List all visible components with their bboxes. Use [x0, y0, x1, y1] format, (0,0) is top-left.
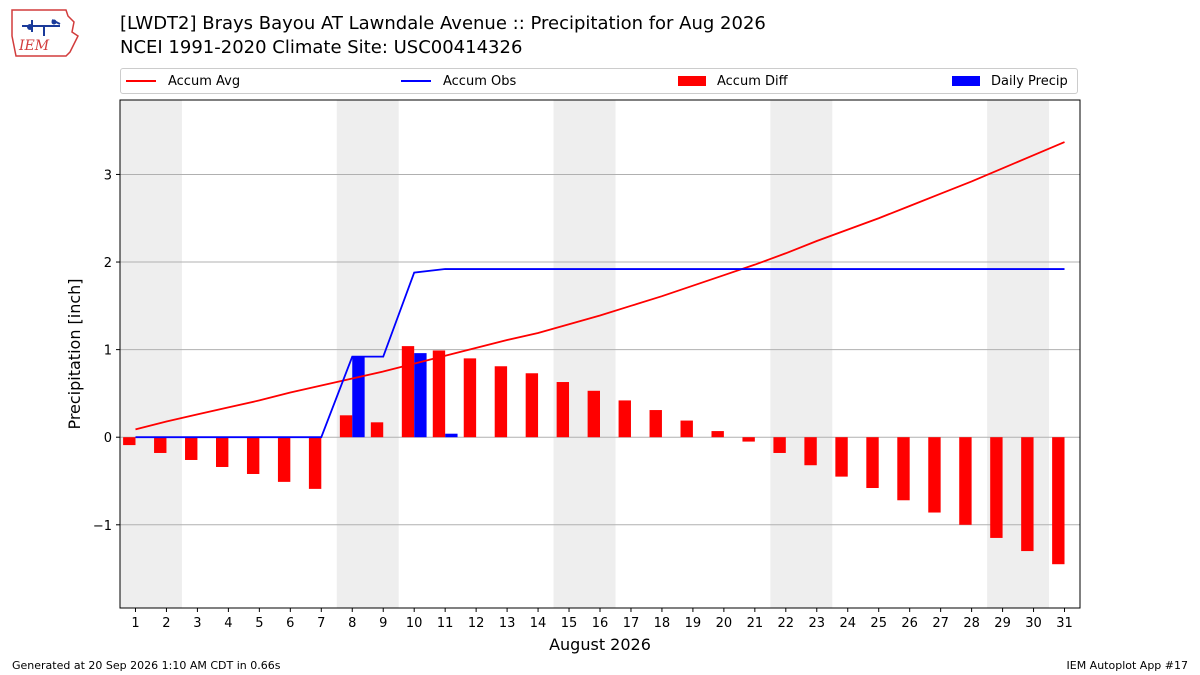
y-tick-label: 2: [104, 256, 112, 271]
x-tick-label: 18: [654, 616, 671, 631]
legend-label: Accum Diff: [717, 73, 788, 89]
accum-diff-bar: [185, 437, 198, 460]
chart-subtitle: NCEI 1991-2020 Climate Site: USC00414326: [120, 37, 523, 58]
accum-diff-bar: [339, 415, 353, 438]
legend-item-accum-avg: Accum Avg: [126, 69, 240, 93]
accum-diff-bar: [463, 358, 477, 438]
legend-swatch: [952, 76, 980, 86]
x-tick-label: 2: [162, 616, 170, 631]
x-tick-label: 21: [747, 616, 764, 631]
x-tick-label: 11: [437, 616, 454, 631]
x-tick-label: 1: [131, 616, 139, 631]
accum-diff-bar: [649, 410, 662, 438]
x-tick-label: 29: [994, 616, 1011, 631]
accum-obs-line: [135, 268, 1065, 439]
y-tick-label: 3: [104, 168, 112, 183]
accum-diff-bar: [370, 422, 384, 438]
accum-diff-bar: [990, 437, 1003, 538]
accum-diff-bar: [556, 382, 570, 438]
accum-diff-bar: [928, 437, 941, 513]
accum-diff-bar: [773, 437, 786, 453]
accum-diff-bar: [216, 437, 229, 467]
x-tick-label: 31: [1056, 616, 1073, 631]
x-tick-label: 14: [530, 616, 547, 631]
legend-label: Accum Obs: [443, 73, 517, 89]
accum-diff-bar: [246, 437, 260, 474]
x-tick-label: 30: [1025, 616, 1042, 631]
accum-diff-bar: [835, 437, 848, 477]
accum-diff-bar: [742, 437, 755, 442]
y-tick-label: −1: [93, 519, 112, 534]
accum-diff-bar: [680, 420, 693, 438]
x-tick-label: 27: [932, 616, 949, 631]
y-axis-label: Precipitation [inch]: [65, 278, 84, 429]
daily-precip-bar: [445, 433, 458, 438]
weekend-band: [770, 100, 833, 608]
legend-swatch: [126, 80, 156, 82]
legend-swatch: [401, 80, 431, 82]
accum-diff-bar: [959, 437, 972, 525]
weekend-band: [120, 100, 182, 608]
x-tick-label: 15: [561, 616, 578, 631]
x-tick-label: 28: [963, 616, 980, 631]
accum-diff-bar: [618, 400, 631, 438]
x-tick-label: 20: [716, 616, 733, 631]
daily-precip-bar: [414, 353, 427, 438]
x-tick-label: 24: [839, 616, 856, 631]
x-tick-label: 16: [592, 616, 609, 631]
x-tick-label: 8: [348, 616, 356, 631]
x-tick-label: 3: [193, 616, 201, 631]
legend-item-daily-precip: Daily Precip: [952, 69, 1068, 93]
x-tick-label: 13: [499, 616, 516, 631]
accum-diff-bar: [711, 431, 724, 438]
accum-diff-bar: [897, 437, 910, 501]
accum-diff-bar: [432, 350, 446, 438]
accum-diff-bar: [525, 373, 539, 438]
accum-diff-bar: [1021, 437, 1034, 552]
chart-legend: Accum Avg Accum Obs Accum Diff Daily Pre…: [120, 68, 1078, 94]
accum-diff-bar: [308, 437, 322, 489]
accum-diff-bar: [494, 366, 508, 438]
x-tick-label: 19: [685, 616, 702, 631]
x-tick-label: 25: [870, 616, 887, 631]
weekend-band: [553, 100, 616, 608]
accum-diff-bar: [1052, 437, 1065, 565]
x-tick-label: 10: [406, 616, 423, 631]
x-tick-label: 22: [778, 616, 795, 631]
accum-diff-bar: [866, 437, 879, 489]
legend-label: Accum Avg: [168, 73, 241, 89]
legend-item-accum-diff: Accum Diff: [678, 69, 788, 93]
accum-diff-bar: [277, 437, 291, 482]
daily-precip-bar: [352, 356, 365, 438]
x-tick-label: 17: [623, 616, 640, 631]
x-tick-label: 12: [468, 616, 485, 631]
logo-text: IEM: [18, 38, 50, 54]
x-tick-label: 6: [286, 616, 294, 631]
accum-avg-line: [135, 141, 1065, 431]
x-tick-label: 5: [255, 616, 263, 631]
generated-timestamp: Generated at 20 Sep 2026 1:10 AM CDT in …: [12, 659, 281, 672]
legend-label: Daily Precip: [991, 73, 1068, 89]
accum-diff-bar: [123, 437, 136, 446]
accum-diff-bar: [401, 346, 415, 438]
x-axis-label: August 2026: [549, 635, 651, 654]
legend-swatch: [678, 76, 706, 86]
accum-diff-bar: [154, 437, 167, 453]
autoplot-app-label: IEM Autoplot App #17: [1066, 659, 1189, 672]
iem-logo: IEM: [11, 9, 79, 57]
x-tick-label: 26: [901, 616, 918, 631]
x-tick-label: 23: [809, 616, 826, 631]
accum-diff-bar: [804, 437, 817, 466]
legend-item-accum-obs: Accum Obs: [401, 69, 516, 93]
x-tick-label: 7: [317, 616, 325, 631]
x-tick-label: 9: [379, 616, 387, 631]
weekend-band: [336, 100, 399, 608]
accum-diff-bar: [587, 390, 600, 438]
chart-title: [LWDT2] Brays Bayou AT Lawndale Avenue :…: [120, 13, 766, 34]
y-tick-label: 1: [104, 344, 112, 359]
x-tick-label: 4: [224, 616, 232, 631]
y-tick-label: 0: [104, 431, 112, 446]
